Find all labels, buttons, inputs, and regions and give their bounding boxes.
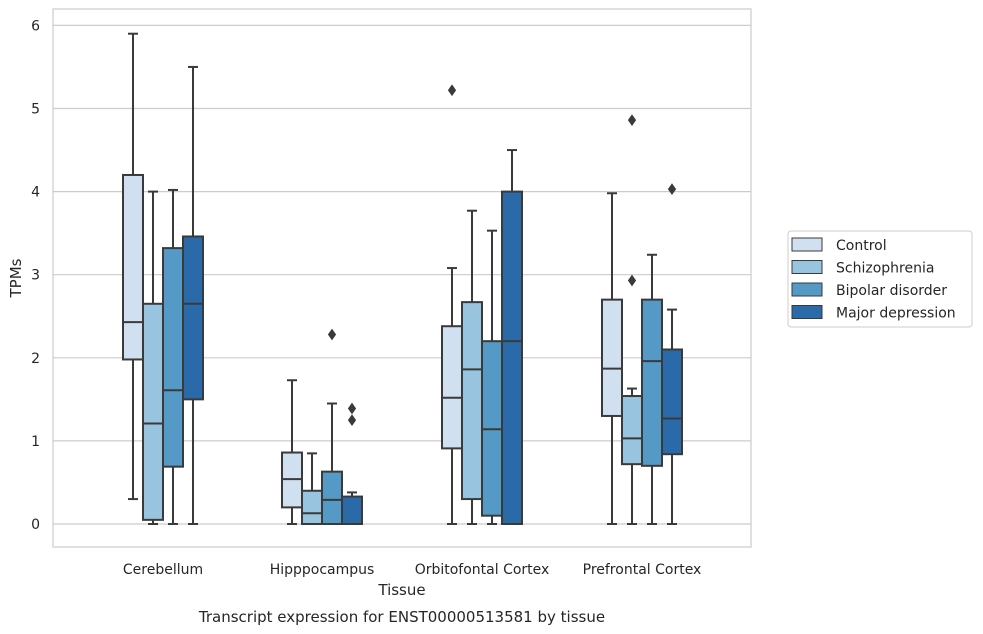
y-tick-label: 1 xyxy=(31,434,40,450)
box-iqr xyxy=(441,325,463,450)
box-iqr xyxy=(341,495,363,525)
box-schizophrenia xyxy=(142,190,164,525)
legend-label: Major depression xyxy=(836,306,956,322)
outlier-point xyxy=(627,274,637,287)
box-schizophrenia xyxy=(461,209,483,525)
box-iqr xyxy=(601,298,623,417)
x-axis-ticks: Cerebellum Hipppocampus Orbitofontal Corte… xyxy=(123,562,701,578)
legend-label: Schizophrenia xyxy=(836,261,934,277)
box-iqr xyxy=(301,489,323,526)
y-tick-label: 3 xyxy=(31,268,40,284)
box-iqr xyxy=(122,173,144,361)
legend-swatch xyxy=(791,260,823,274)
x-tick-label: Hipppocampus xyxy=(270,562,375,578)
box-iqr xyxy=(182,235,204,401)
box-iqr xyxy=(641,298,663,467)
box-major-depression xyxy=(182,65,204,525)
x-tick-label: Orbitofontal Cortex xyxy=(415,562,550,578)
box-major-depression xyxy=(341,402,363,525)
outlier-point xyxy=(447,84,457,97)
y-tick-label: 4 xyxy=(31,185,40,201)
outlier-point xyxy=(667,183,677,195)
outlier-point xyxy=(327,328,337,341)
box-bipolar-disorder xyxy=(641,253,663,525)
box-control xyxy=(281,379,303,525)
outlier-point xyxy=(347,402,357,415)
box-major-depression xyxy=(661,183,683,525)
box-bipolar-disorder xyxy=(321,328,343,526)
box-iqr xyxy=(162,247,184,468)
box-iqr xyxy=(321,470,343,526)
legend-label: Bipolar disorder xyxy=(836,283,947,299)
box-control xyxy=(601,192,623,525)
box-schizophrenia xyxy=(301,452,323,526)
chart-title: Transcript expression for ENST0000051358… xyxy=(198,608,605,626)
legend-swatch xyxy=(791,282,823,297)
box-control xyxy=(122,32,144,501)
outlier-point xyxy=(627,114,637,127)
box-bipolar-disorder xyxy=(162,188,184,525)
box-control xyxy=(441,84,463,525)
box-major-depression xyxy=(501,149,523,525)
legend-swatch xyxy=(791,237,823,252)
x-axis-label: Tissue xyxy=(377,581,425,599)
x-tick-label: Cerebellum xyxy=(123,562,203,578)
y-tick-label: 2 xyxy=(31,351,40,367)
box-iqr xyxy=(461,301,483,501)
box-iqr xyxy=(661,348,683,456)
legend-swatch xyxy=(791,305,823,319)
legend-frame xyxy=(787,230,973,328)
y-axis-label: TPMs xyxy=(7,258,25,298)
box-iqr xyxy=(501,190,523,525)
box-iqr xyxy=(621,395,643,466)
y-tick-label: 6 xyxy=(31,18,40,34)
legend-items: Control Schizophrenia Bipolar disorder Majo… xyxy=(791,237,956,322)
plot-area-frame xyxy=(52,8,752,548)
y-tick-label: 0 xyxy=(31,517,40,533)
legend: Control Schizophrenia Bipolar disorder Majo… xyxy=(787,230,973,328)
y-axis-ticks: 0 1 2 3 4 5 6 xyxy=(31,18,40,533)
box-schizophrenia xyxy=(621,114,643,525)
boxes-layer xyxy=(122,32,683,526)
x-tick-label: Prefrontal Cortex xyxy=(583,562,702,578)
outlier-point xyxy=(347,414,357,426)
legend-label: Control xyxy=(836,238,887,254)
box-iqr xyxy=(142,302,164,521)
y-tick-label: 5 xyxy=(31,102,40,118)
